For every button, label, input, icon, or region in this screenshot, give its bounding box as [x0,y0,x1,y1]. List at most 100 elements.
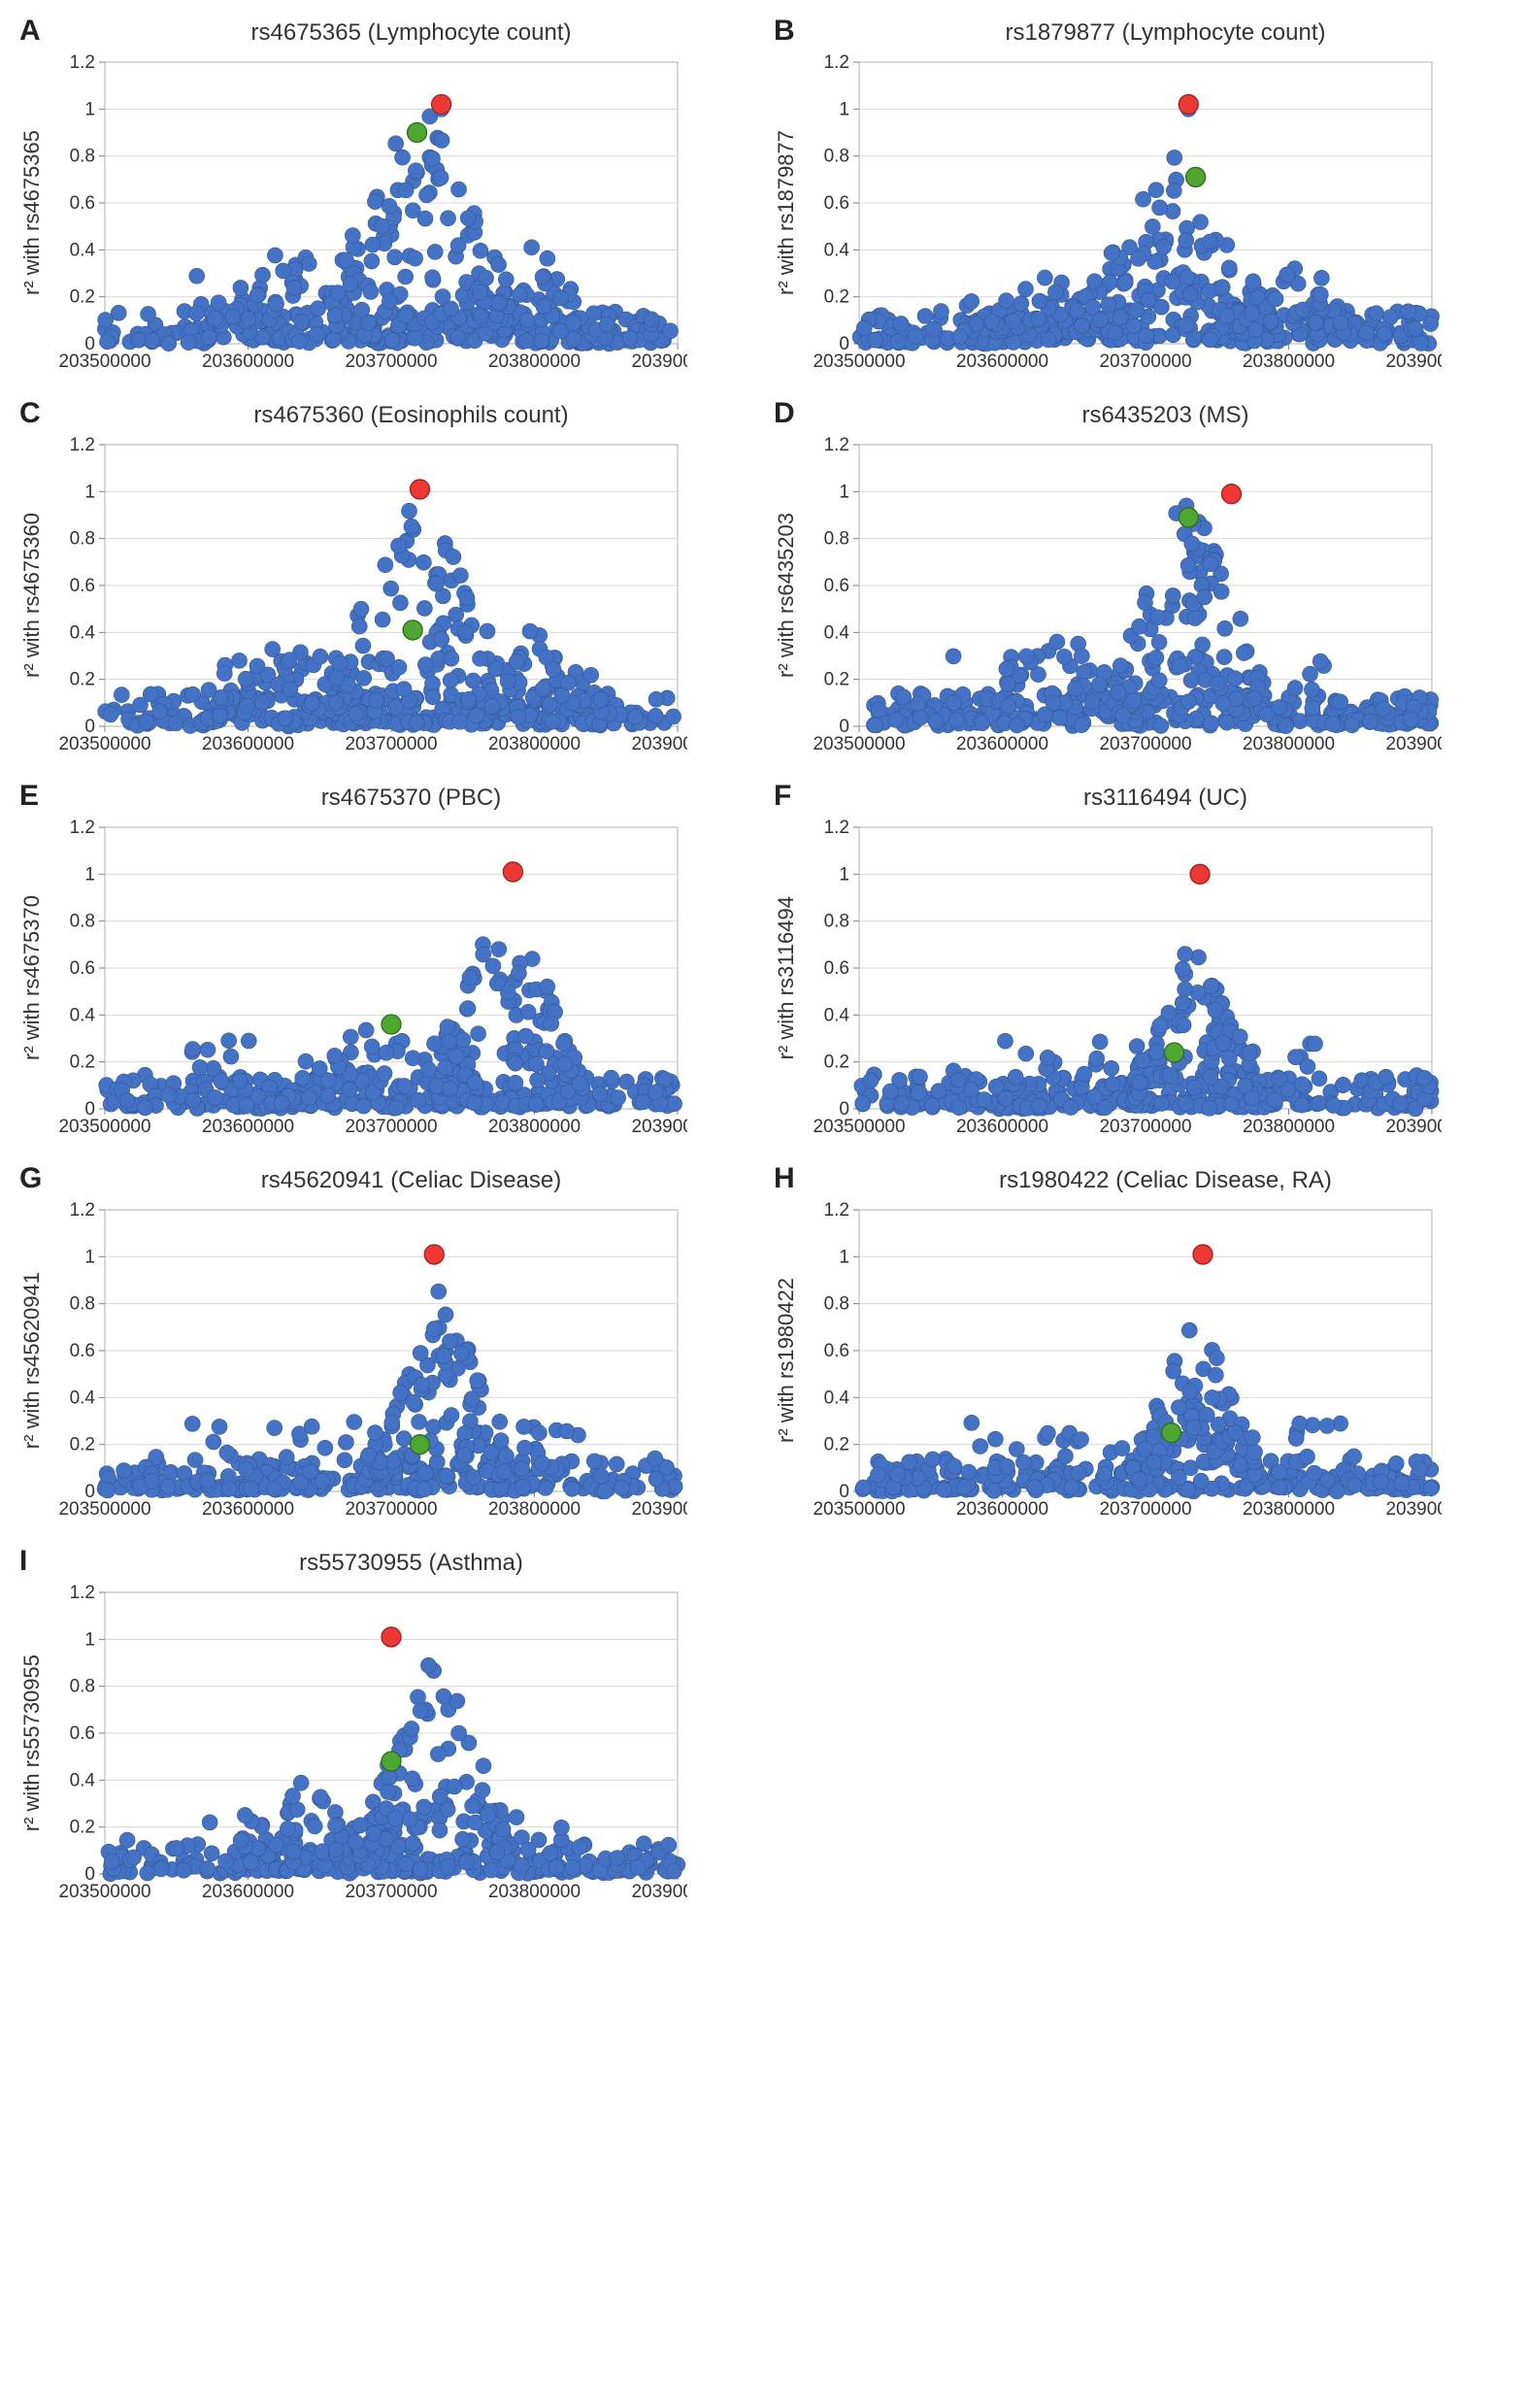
highlight-red [1222,485,1242,504]
panel-I: Irs55730955 (Asthma)r² with rs5573095500… [19,1550,754,1903]
svg-text:0.2: 0.2 [70,1818,95,1838]
scatter-chart: 00.20.40.60.811.220350000020360000020370… [801,818,1442,1138]
svg-text:203600000: 203600000 [956,351,1048,372]
svg-text:203900000: 203900000 [631,1499,687,1520]
svg-text:203700000: 203700000 [1099,351,1191,372]
svg-text:0.4: 0.4 [824,622,850,643]
svg-text:203500000: 203500000 [58,1882,150,1902]
svg-text:0.4: 0.4 [70,1770,96,1790]
panel-title: rs4675365 (Lymphocyte count) [68,19,754,47]
svg-text:0.4: 0.4 [824,240,850,260]
highlight-green [382,1752,401,1771]
svg-text:203900000: 203900000 [1385,351,1442,372]
svg-text:203600000: 203600000 [956,1499,1048,1520]
svg-text:1: 1 [84,482,95,502]
chart-grid: Ars4675365 (Lymphocyte count)r² with rs4… [19,19,1509,1903]
svg-text:203700000: 203700000 [345,1117,437,1137]
svg-text:203600000: 203600000 [956,1117,1048,1137]
panel-C: Crs4675360 (Eosinophils count)r² with rs… [19,402,754,755]
svg-text:0.6: 0.6 [824,958,849,979]
svg-text:0.8: 0.8 [70,1294,95,1315]
panel-letter: B [774,15,795,48]
svg-text:203500000: 203500000 [58,1117,150,1137]
panel-letter: H [774,1162,795,1195]
y-axis-label: r² with rs45620941 [19,1272,45,1449]
panel-title: rs1980422 (Celiac Disease, RA) [822,1167,1509,1194]
panel-title: rs3116494 (UC) [822,785,1509,812]
svg-text:0.6: 0.6 [70,958,95,979]
svg-text:203500000: 203500000 [813,351,905,372]
highlight-red [411,480,430,499]
svg-text:203500000: 203500000 [813,1117,905,1137]
svg-text:0.2: 0.2 [70,1053,95,1073]
highlight-red [503,862,522,882]
panel-letter: G [19,1162,42,1195]
svg-text:1.2: 1.2 [70,1200,95,1221]
panel-G: Grs45620941 (Celiac Disease)r² with rs45… [19,1167,754,1521]
svg-text:203700000: 203700000 [345,351,437,372]
svg-text:203500000: 203500000 [813,734,905,754]
svg-text:0.2: 0.2 [824,670,849,690]
svg-text:203900000: 203900000 [631,1882,687,1902]
svg-text:0.2: 0.2 [70,287,95,308]
svg-text:0.6: 0.6 [824,1341,849,1361]
scatter-chart: 00.20.40.60.811.220350000020360000020370… [47,435,687,755]
svg-text:203600000: 203600000 [202,1499,294,1520]
svg-text:1.2: 1.2 [70,52,95,73]
highlight-red [1190,864,1210,884]
svg-text:1.2: 1.2 [70,435,95,455]
svg-text:1.2: 1.2 [824,52,849,73]
svg-text:203600000: 203600000 [956,734,1048,754]
svg-text:203800000: 203800000 [1243,734,1335,754]
y-axis-label: r² with rs55730955 [19,1655,45,1831]
svg-text:0.4: 0.4 [70,1388,96,1408]
svg-text:1: 1 [839,1247,849,1267]
svg-text:1.2: 1.2 [824,1200,849,1221]
y-axis-label: r² with rs3116494 [774,896,799,1059]
svg-text:203800000: 203800000 [488,1117,581,1137]
panel-B: Brs1879877 (Lymphocyte count)r² with rs1… [774,19,1509,373]
svg-text:0.2: 0.2 [70,1435,95,1455]
highlight-green [411,1435,430,1455]
highlight-red [382,1627,401,1647]
y-axis-label: r² with rs4675370 [19,895,45,1060]
svg-text:203800000: 203800000 [488,1882,581,1902]
svg-text:203700000: 203700000 [345,1882,437,1902]
panel-title: rs1879877 (Lymphocyte count) [822,19,1509,47]
svg-text:0.8: 0.8 [70,1677,95,1697]
svg-text:0.4: 0.4 [70,622,96,643]
svg-text:203700000: 203700000 [1099,1117,1191,1137]
panel-title: rs55730955 (Asthma) [68,1550,754,1577]
highlight-red [1193,1245,1212,1264]
svg-text:0.2: 0.2 [824,287,849,308]
svg-text:0.2: 0.2 [824,1053,849,1073]
panel-title: rs6435203 (MS) [822,402,1509,429]
svg-text:0.4: 0.4 [70,1005,96,1025]
svg-text:0.2: 0.2 [824,1435,849,1455]
svg-text:203900000: 203900000 [631,351,687,372]
y-axis-label: r² with rs4675365 [19,130,45,295]
svg-text:203800000: 203800000 [1243,1117,1335,1137]
svg-text:203900000: 203900000 [631,734,687,754]
scatter-chart: 00.20.40.60.811.220350000020360000020370… [47,818,687,1138]
highlight-green [1179,508,1198,527]
panel-letter: A [19,15,41,48]
panel-letter: D [774,397,795,430]
y-axis-label: r² with rs4675360 [19,513,45,678]
svg-text:1.2: 1.2 [70,818,95,838]
svg-text:1: 1 [839,99,849,119]
svg-text:203700000: 203700000 [1099,734,1191,754]
svg-text:0.2: 0.2 [70,670,95,690]
svg-text:0.6: 0.6 [70,1723,95,1744]
scatter-chart: 00.20.40.60.811.220350000020360000020370… [47,52,687,373]
highlight-green [1162,1423,1181,1443]
scatter-chart: 00.20.40.60.811.220350000020360000020370… [801,1200,1442,1521]
highlight-green [1165,1043,1184,1062]
svg-text:203900000: 203900000 [1385,1499,1442,1520]
panel-D: Drs6435203 (MS)r² with rs643520300.20.40… [774,402,1509,755]
panel-letter: C [19,397,41,430]
highlight-green [408,123,427,143]
highlight-red [432,95,451,115]
svg-text:0.6: 0.6 [70,193,95,214]
svg-text:203500000: 203500000 [58,1499,150,1520]
